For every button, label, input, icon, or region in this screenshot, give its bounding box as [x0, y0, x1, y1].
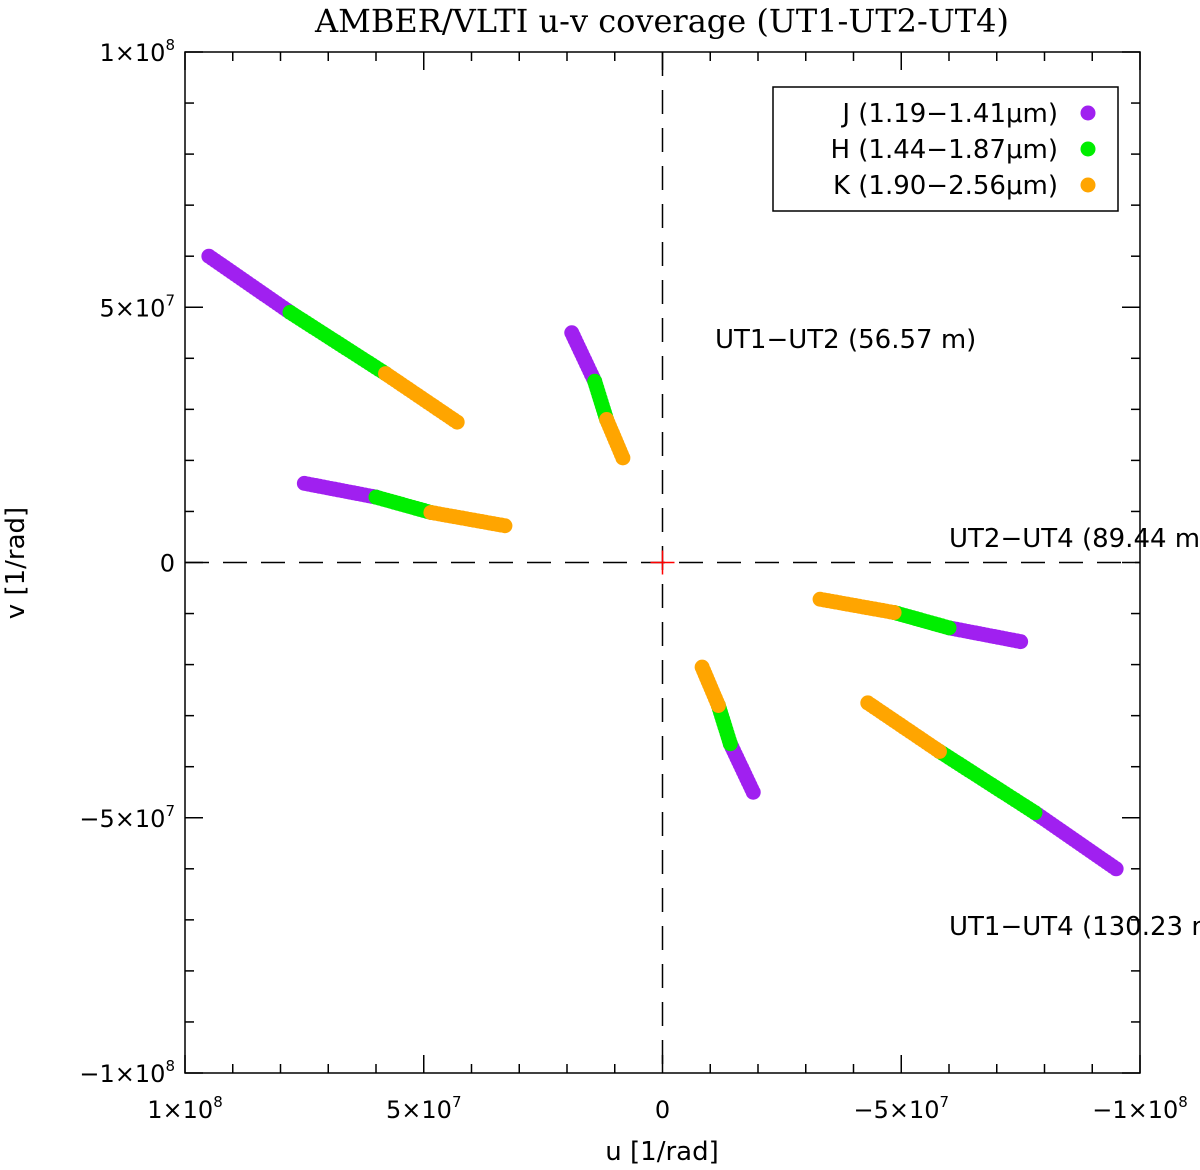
legend: J (1.19−1.41μm) H (1.44−1.87μm) K (1.90−2.… [772, 86, 1119, 212]
data-point-k [812, 591, 828, 607]
y-axis-label: v [1/rad] [1, 507, 31, 619]
data-points [201, 248, 1124, 877]
chart-title: AMBER/VLTI u-v coverage (UT1-UT2-UT4) [314, 2, 1009, 40]
data-point-k [615, 450, 631, 466]
y-tick-label: −5×107 [79, 802, 175, 833]
x-tick-label: 5×107 [386, 1093, 461, 1124]
data-point-k [449, 414, 465, 430]
x-tick-label: 1×108 [147, 1093, 222, 1124]
data-point-k [497, 518, 513, 534]
data-point-k [860, 695, 876, 711]
y-axis-ticks: 1×108 5×107 0 −5×107 −1×108 [79, 36, 1140, 1088]
legend-marker [1080, 105, 1096, 121]
y-tick-label: 0 [160, 550, 175, 578]
baseline-annotation: UT1−UT2 (56.57 m) [715, 325, 976, 355]
y-tick-label: −1×108 [79, 1057, 175, 1088]
x-axis-label: u [1/rad] [605, 1137, 718, 1167]
legend-marker [1080, 177, 1096, 193]
legend-box [772, 86, 1119, 212]
legend-marker [1080, 141, 1096, 157]
legend-entry-label: H (1.44−1.87μm) [830, 135, 1058, 165]
x-tick-label: −5×107 [853, 1093, 949, 1124]
x-axis-ticks: 1×108 5×107 0 −5×107 −1×108 [147, 52, 1188, 1124]
origin-marker [650, 550, 675, 575]
baseline-annotations: UT1−UT2 (56.57 m) UT2−UT4 (89.44 m) UT1−UT… [715, 325, 1200, 942]
legend-entry-label: J (1.19−1.41μm) [840, 99, 1058, 129]
y-tick-label: 5×107 [100, 291, 175, 322]
baseline-annotation: UT2−UT4 (89.44 m) [949, 524, 1200, 554]
data-point-k [694, 659, 710, 675]
legend-entry-label: K (1.90−2.56μm) [833, 171, 1058, 201]
x-tick-label: 0 [655, 1096, 670, 1124]
y-tick-label: 1×108 [100, 36, 175, 67]
x-tick-label: −1×108 [1092, 1093, 1188, 1124]
baseline-annotation: UT1−UT4 (130.23 m) [949, 912, 1200, 942]
